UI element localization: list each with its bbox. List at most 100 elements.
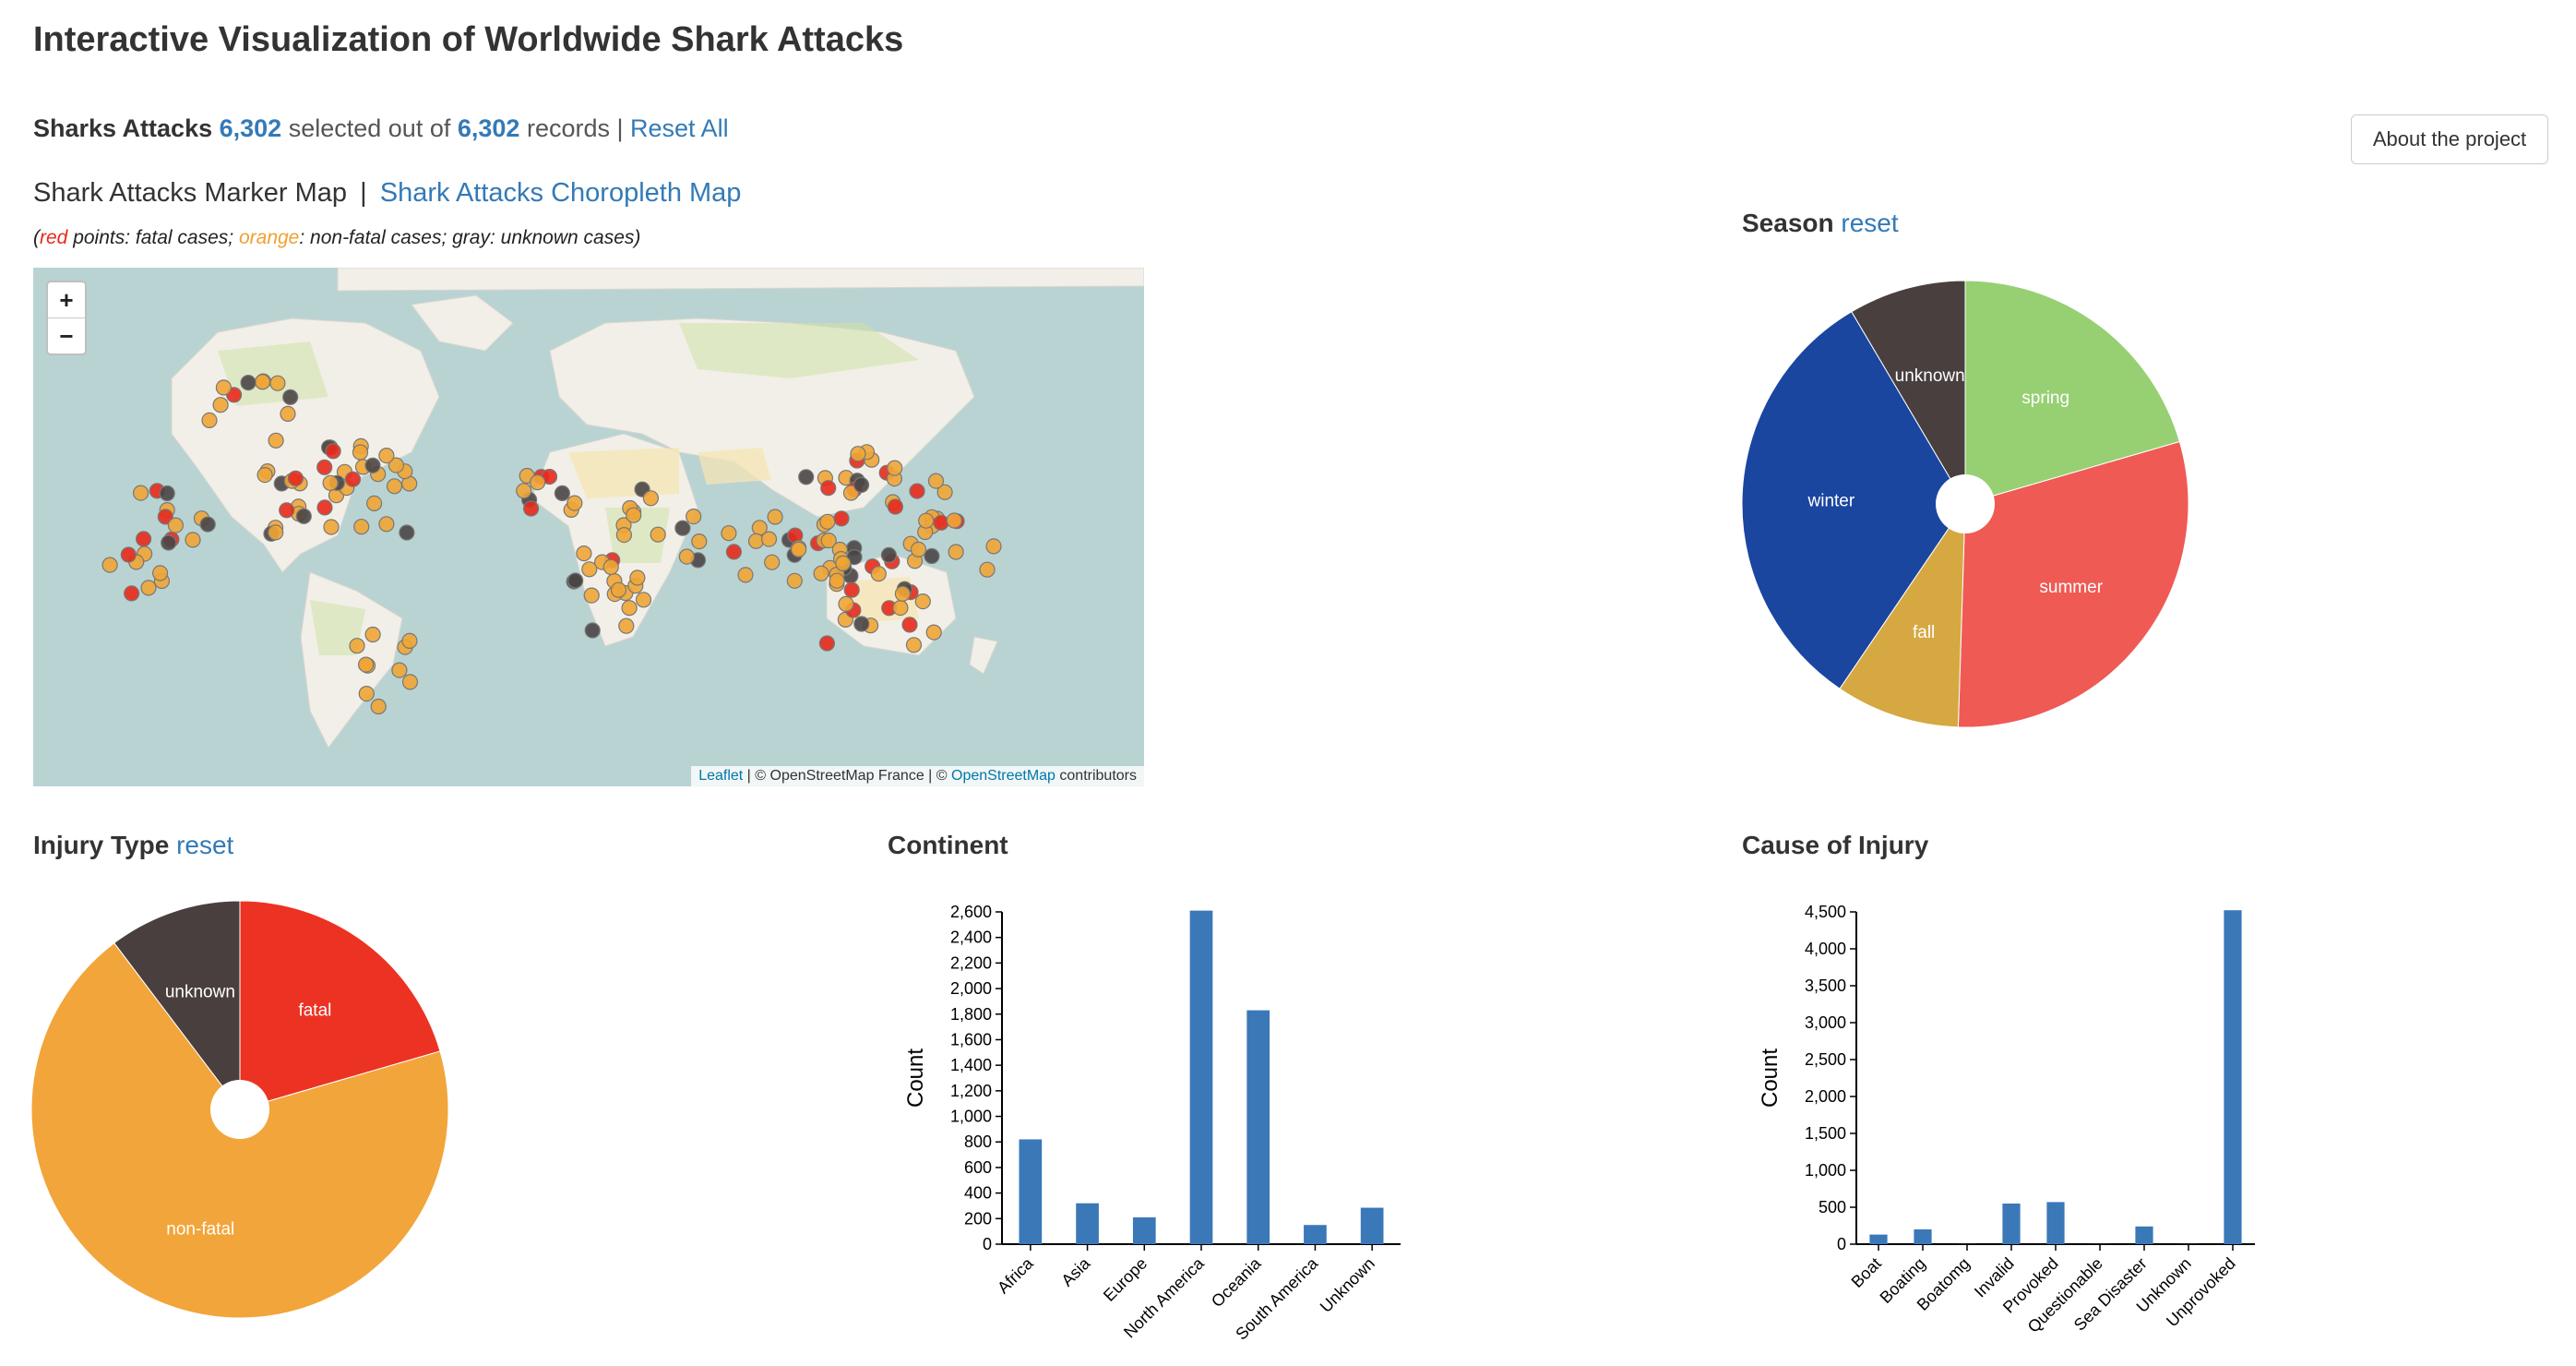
map-marker[interactable] [358, 656, 375, 673]
bar[interactable] [1132, 1216, 1156, 1244]
map-marker[interactable] [629, 569, 646, 586]
map-marker[interactable] [185, 532, 201, 548]
map-marker[interactable] [721, 525, 737, 542]
map-marker[interactable] [737, 567, 754, 583]
map-marker[interactable] [282, 389, 299, 405]
map-marker[interactable] [838, 595, 854, 612]
map-marker[interactable] [870, 566, 887, 582]
map-marker[interactable] [140, 580, 157, 596]
map-marker[interactable] [132, 485, 149, 501]
map-marker[interactable] [786, 572, 803, 589]
map-marker[interactable] [391, 662, 408, 678]
bar[interactable] [1869, 1234, 1888, 1244]
bar[interactable] [1304, 1225, 1327, 1244]
season-slice[interactable] [1741, 311, 1966, 689]
injury-slice[interactable] [239, 900, 441, 1110]
bar[interactable] [1246, 1010, 1270, 1244]
map-marker[interactable] [813, 565, 829, 581]
map-marker[interactable] [554, 485, 571, 501]
map-marker[interactable] [120, 546, 137, 563]
map-marker[interactable] [159, 485, 175, 502]
map-marker[interactable] [316, 459, 333, 475]
bar[interactable] [1360, 1207, 1384, 1244]
map-marker[interactable] [567, 572, 584, 589]
zoom-in-button[interactable]: + [59, 285, 74, 314]
bar[interactable] [1076, 1203, 1099, 1244]
map-marker[interactable] [602, 558, 619, 575]
map-marker[interactable] [584, 622, 601, 639]
map-marker[interactable] [386, 478, 403, 495]
map-marker[interactable] [268, 432, 284, 449]
season-slice[interactable] [1964, 280, 2181, 505]
map-marker[interactable] [215, 379, 232, 396]
cause-bar-chart[interactable]: 0 500 1,000 1,500 2,000 2,500 3,000 3,500 4,000 4… [1731, 886, 2358, 1357]
map-marker[interactable] [936, 484, 953, 500]
map-marker[interactable] [401, 632, 418, 649]
bar[interactable] [1914, 1229, 1932, 1244]
map-marker[interactable] [349, 638, 365, 654]
continent-bar-chart[interactable]: 0 200 400 600 800 1,000 1,200 1,400 1,600 1,800 2,… [877, 886, 1504, 1357]
map-marker[interactable] [615, 527, 633, 544]
map-marker[interactable] [621, 600, 638, 617]
map-marker[interactable] [199, 516, 216, 533]
map-marker[interactable] [905, 637, 923, 653]
map-marker[interactable] [618, 617, 635, 634]
map-marker[interactable] [516, 483, 532, 499]
map-marker[interactable] [853, 616, 870, 632]
map-marker[interactable] [725, 544, 743, 560]
map-marker[interactable] [161, 534, 177, 551]
map-marker[interactable] [364, 457, 381, 473]
map-marker[interactable] [914, 593, 931, 610]
map-marker[interactable] [167, 517, 184, 533]
map-marker[interactable] [101, 557, 118, 573]
map-marker[interactable] [388, 457, 404, 473]
map-marker[interactable] [910, 541, 927, 557]
map-marker[interactable] [909, 483, 925, 499]
bar[interactable] [2135, 1226, 2153, 1244]
map-marker[interactable] [279, 502, 295, 519]
map-marker[interactable] [833, 510, 850, 527]
map-marker[interactable] [323, 519, 340, 535]
map-marker[interactable] [927, 473, 945, 489]
map-marker[interactable] [798, 469, 815, 485]
map-marker[interactable] [364, 626, 381, 643]
map-marker[interactable] [678, 548, 696, 565]
map-marker[interactable] [892, 600, 909, 617]
map-marker[interactable] [280, 405, 296, 422]
season-slice[interactable] [1957, 440, 2189, 728]
season-slice[interactable] [1839, 502, 1966, 728]
bar[interactable] [1189, 910, 1213, 1244]
reset-all-link[interactable]: Reset All [630, 114, 729, 142]
bar[interactable] [2224, 910, 2242, 1244]
map-marker[interactable] [933, 514, 949, 531]
bar[interactable] [2002, 1204, 2021, 1244]
map-marker[interactable] [924, 547, 940, 565]
season-reset-link[interactable]: reset [1841, 209, 1899, 237]
map-marker[interactable] [353, 519, 370, 535]
season-pie-chart[interactable]: spring summer fall winter unknown [1735, 273, 2307, 753]
map-marker[interactable] [747, 533, 765, 549]
map-marker[interactable] [790, 541, 807, 557]
map-marker[interactable] [256, 467, 273, 484]
season-slice[interactable] [1851, 280, 1966, 506]
injury-slice[interactable] [113, 900, 241, 1111]
map-marker[interactable] [401, 674, 419, 690]
map-marker[interactable] [818, 635, 836, 652]
map-marker[interactable] [925, 624, 942, 641]
map-marker[interactable] [268, 524, 284, 541]
injury-pie-chart[interactable]: fatal non-fatal unknown [18, 886, 498, 1329]
map-marker[interactable] [985, 538, 1002, 555]
map-marker[interactable] [522, 500, 540, 517]
map-marker[interactable] [610, 581, 627, 598]
map-marker[interactable] [344, 471, 362, 487]
bar[interactable] [1019, 1139, 1043, 1244]
marker-map[interactable]: + − Leaflet | © OpenStreetMap France | ©… [33, 268, 1144, 786]
map-marker[interactable] [880, 546, 898, 563]
map-marker[interactable] [255, 374, 271, 390]
map-marker[interactable] [819, 513, 836, 530]
map-marker[interactable] [201, 412, 218, 428]
map-marker[interactable] [901, 617, 918, 633]
map-marker[interactable] [650, 526, 666, 543]
map-marker[interactable] [820, 480, 837, 497]
about-project-button[interactable]: About the project [2351, 114, 2548, 164]
